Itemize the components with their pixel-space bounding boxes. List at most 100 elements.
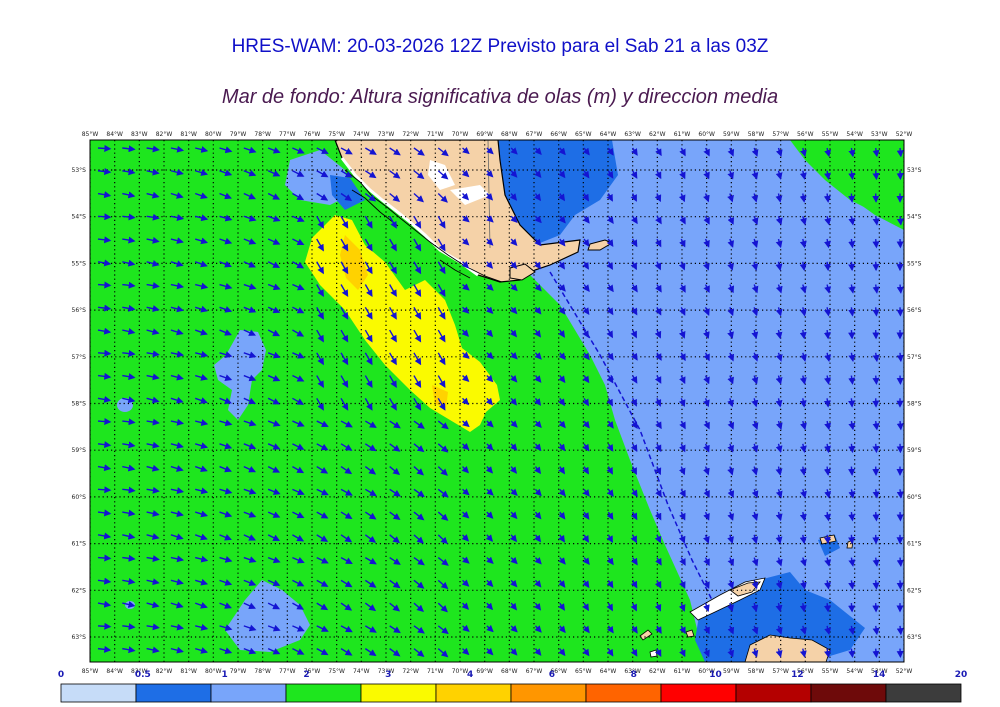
wave-direction-arrow (195, 510, 209, 518)
wave-direction-arrow (97, 486, 112, 494)
wave-direction-arrow (654, 329, 662, 339)
wave-direction-arrow (340, 556, 353, 564)
wave-direction-arrow (146, 486, 160, 494)
wave-direction-arrow (437, 215, 446, 229)
longitude-tick-label: 72°W (402, 131, 419, 138)
wave-direction-arrow (703, 284, 710, 294)
wave-direction-arrow (437, 625, 449, 635)
wave-direction-arrow (558, 215, 566, 224)
longitude-tick-label: 64°W (600, 131, 617, 138)
wave-direction-arrow (606, 284, 614, 293)
wave-direction-arrow (775, 443, 783, 453)
wave-direction-arrow (97, 327, 112, 335)
wave-direction-arrow (146, 373, 160, 381)
wave-direction-arrow (316, 352, 324, 366)
wave-direction-arrow (413, 375, 422, 389)
latitude-tick-label: 60°S (72, 494, 87, 501)
wave-direction-arrow (243, 419, 257, 427)
wave-direction-arrow (558, 193, 566, 202)
wave-direction-arrow (824, 511, 831, 522)
wave-direction-arrow (146, 328, 160, 336)
wave-direction-arrow (219, 442, 233, 450)
wave-direction-arrow (751, 466, 759, 476)
wave-direction-arrow (340, 534, 353, 543)
wave-direction-arrow (654, 534, 662, 544)
wave-direction-arrow (727, 238, 734, 248)
wave-direction-arrow (679, 352, 686, 362)
wave-direction-arrow (775, 329, 783, 340)
swell-zone-0.5-1m-north (498, 140, 618, 245)
wave-direction-arrow (413, 625, 425, 634)
wave-direction-arrow (170, 192, 184, 199)
wave-direction-arrow (727, 625, 735, 635)
wave-direction-arrow (872, 216, 880, 226)
wave-direction-arrow (678, 534, 686, 544)
wave-direction-arrow (195, 647, 209, 654)
wave-direction-arrow (606, 534, 613, 544)
wave-direction-arrow (122, 281, 136, 289)
wave-direction-arrow (824, 489, 832, 499)
wave-direction-arrow (824, 648, 831, 658)
wave-direction-arrow (316, 579, 329, 587)
wave-direction-arrow (243, 283, 257, 290)
longitude-tick-label: 55°W (822, 668, 839, 675)
wave-direction-arrow (292, 647, 305, 655)
wave-direction-arrow (195, 374, 209, 381)
longitude-tick-label: 78°W (254, 131, 271, 138)
wave-direction-arrow (848, 603, 856, 613)
wave-direction-arrow (534, 170, 542, 179)
wave-direction-arrow (267, 238, 281, 245)
colorbar-swatch (435, 683, 512, 703)
wave-direction-arrow (727, 284, 735, 294)
longitude-tick-label: 84°W (106, 668, 123, 675)
wave-direction-arrow (775, 238, 783, 249)
wave-direction-arrow (558, 284, 566, 292)
wave-direction-arrow (848, 580, 856, 590)
wave-direction-arrow (679, 306, 686, 316)
boundary-dashed-line (549, 271, 713, 601)
wave-direction-arrow (534, 397, 542, 406)
wave-direction-arrow (340, 648, 353, 656)
wave-direction-arrow (824, 147, 832, 158)
wave-direction-arrow (486, 624, 494, 633)
wave-direction-arrow (630, 329, 637, 339)
wave-direction-arrow (122, 623, 136, 631)
wave-direction-arrow (509, 466, 518, 474)
wave-direction-arrow (413, 443, 425, 453)
wave-direction-arrow (462, 146, 470, 155)
wave-direction-arrow (461, 465, 470, 474)
wave-direction-arrow (630, 170, 638, 179)
longitude-tick-label: 52°W (896, 668, 913, 675)
wave-direction-arrow (340, 579, 353, 588)
wave-direction-arrow (751, 625, 759, 635)
wave-direction-arrow (267, 283, 281, 291)
wave-direction-arrow (461, 397, 470, 406)
wave-direction-arrow (97, 191, 112, 199)
wave-direction-arrow (243, 511, 257, 518)
wave-direction-arrow (437, 329, 446, 343)
wave-direction-arrow (413, 488, 425, 498)
wave-direction-arrow (703, 398, 710, 408)
wave-direction-arrow (461, 306, 470, 314)
wave-direction-arrow (243, 192, 257, 200)
wave-direction-arrow (509, 193, 518, 201)
wave-direction-arrow (558, 466, 566, 475)
wave-direction-arrow (775, 466, 783, 476)
wave-direction-arrow (195, 146, 209, 153)
wave-direction-arrow (97, 577, 112, 585)
wave-direction-arrow (606, 261, 613, 270)
wave-direction-arrow (727, 261, 734, 271)
wave-direction-arrow (146, 601, 160, 609)
wave-direction-arrow (364, 488, 377, 497)
map-area (90, 140, 904, 662)
wave-direction-arrow (170, 418, 185, 426)
wave-direction-arrow (194, 260, 208, 268)
wave-direction-arrow (872, 420, 880, 431)
wave-direction-arrow (485, 329, 494, 338)
land-isla-estados (587, 239, 614, 251)
wave-direction-arrow (122, 646, 136, 654)
wave-direction-arrow (703, 443, 710, 453)
wave-direction-arrow (630, 375, 638, 384)
wave-direction-arrow (799, 534, 807, 545)
wave-direction-arrow (195, 419, 209, 426)
